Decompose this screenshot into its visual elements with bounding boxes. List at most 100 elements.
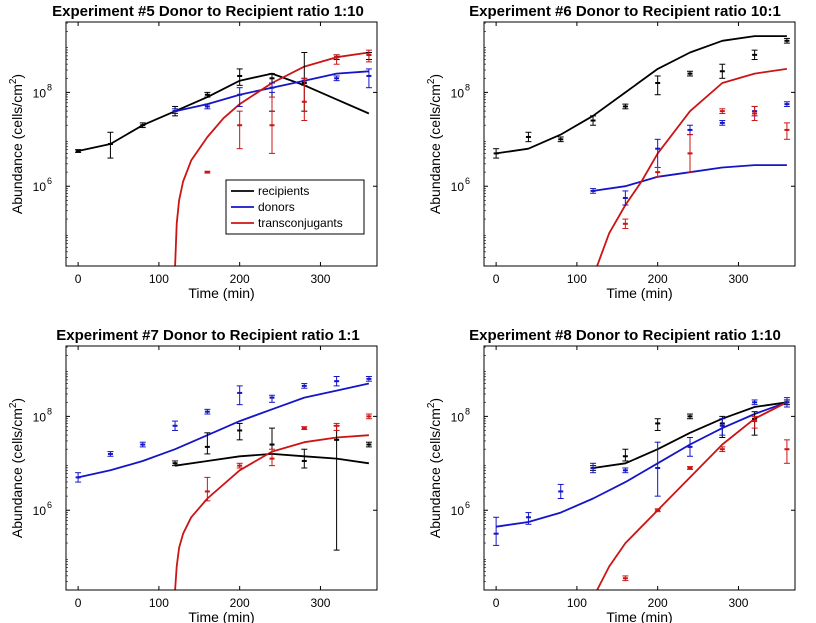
data-point-donors (333, 376, 340, 387)
data-point-donors (590, 188, 597, 194)
x-tick-label: 200 (648, 272, 668, 286)
data-point-transconjugants (783, 122, 790, 140)
x-tick-label: 100 (567, 596, 587, 610)
data-point-donors (622, 467, 629, 474)
y-axis-label-text: Abundance (cells/cm (427, 408, 443, 538)
series-line-recipients (77, 72, 370, 152)
data-point-donors (557, 483, 564, 499)
axes-frame (65, 345, 378, 591)
data-point-transconjugants (236, 462, 243, 469)
data-point-recipients (557, 136, 564, 143)
x-tick-label: 0 (75, 596, 82, 610)
x-tick-label: 300 (310, 596, 330, 610)
data-point-donors (622, 190, 629, 206)
y-tick-exponent: 8 (465, 82, 470, 92)
data-point-recipients (654, 418, 661, 431)
y-tick-exponent: 6 (47, 500, 52, 510)
y-axis-label: Abundance (cells/cm2) (8, 74, 25, 214)
chart-title: Experiment #7 Donor to Recipient ratio 1… (56, 327, 359, 344)
y-axis-label-text: Abundance (cells/cm (9, 84, 25, 214)
y-tick-base: 10 (33, 410, 47, 424)
data-point-transconjugants (654, 508, 661, 513)
x-tick-label: 200 (230, 596, 250, 610)
x-tick-label: 200 (648, 596, 668, 610)
series-line-donors (495, 401, 788, 528)
y-tick-exponent: 6 (465, 176, 470, 186)
data-point-transconjugants (333, 54, 340, 65)
y-tick-exponent: 8 (47, 82, 52, 92)
y-axis-label-end: ) (427, 74, 443, 79)
legend-label-transconjugants: transconjugants (258, 216, 343, 230)
data-point-donors (301, 383, 308, 389)
series-line-recipients (495, 35, 787, 155)
data-point-transconjugants (719, 108, 726, 114)
x-tick-label: 0 (75, 272, 82, 286)
y-tick-label: 10 6 (33, 500, 52, 518)
axes-frame (483, 21, 796, 267)
data-point-donors (268, 394, 275, 403)
chart-panel-4: Experiment #8 Donor to Recipient ratio 1… (426, 327, 796, 623)
data-point-recipients (236, 68, 243, 86)
data-point-donors (719, 418, 726, 436)
legend-label-recipients: recipients (258, 184, 309, 198)
series-line-transconjugants (596, 401, 788, 590)
data-point-donors (686, 437, 693, 457)
data-point-recipients (236, 422, 243, 441)
data-point-donors (590, 462, 597, 474)
data-point-transconjugants (751, 415, 758, 429)
data-point-transconjugants (654, 166, 661, 178)
y-axis-label-end: ) (9, 74, 25, 79)
data-point-transconjugants (204, 170, 211, 174)
x-tick-label: 300 (728, 596, 748, 610)
x-tick-label: 0 (493, 596, 500, 610)
data-point-donors (525, 512, 532, 525)
data-point-recipients (301, 448, 308, 469)
legend: recipients donors transconjugants (225, 179, 365, 235)
y-tick-base: 10 (33, 504, 47, 518)
y-axis-label-sup: 2 (8, 78, 19, 84)
data-point-transconjugants (686, 134, 693, 173)
data-point-transconjugants (751, 105, 758, 122)
series-line-recipients (592, 401, 788, 469)
data-point-donors (204, 408, 211, 415)
data-point-donors (751, 399, 758, 406)
x-tick-label: 300 (310, 272, 330, 286)
data-point-transconjugants (686, 466, 693, 470)
y-tick-exponent: 6 (465, 500, 470, 510)
series-line-donors (77, 382, 370, 479)
data-point-donors (75, 472, 82, 483)
y-tick-base: 10 (451, 410, 465, 424)
data-point-donors (204, 103, 211, 110)
y-tick-exponent: 6 (47, 176, 52, 186)
data-point-donors (719, 120, 726, 126)
data-point-donors (172, 420, 179, 431)
data-point-transconjugants (622, 575, 629, 582)
data-point-donors (783, 101, 790, 107)
data-point-recipients (172, 460, 179, 467)
y-tick-base: 10 (451, 504, 465, 518)
y-axis-label: Abundance (cells/cm2) (426, 74, 443, 214)
y-axis-label-end: ) (427, 398, 443, 403)
data-point-transconjugants (783, 439, 790, 464)
data-point-recipients (783, 37, 790, 44)
y-tick-label: 10 6 (451, 500, 470, 518)
chart-title: Experiment #5 Donor to Recipient ratio 1… (52, 3, 364, 20)
data-point-donors (139, 441, 146, 448)
data-point-recipients (333, 425, 340, 551)
x-tick-label: 0 (493, 272, 500, 286)
chart-title: Experiment #8 Donor to Recipient ratio 1… (469, 327, 781, 344)
data-point-transconjugants (301, 77, 308, 122)
data-point-recipients (107, 131, 114, 159)
data-point-recipients (654, 75, 661, 96)
data-point-transconjugants (365, 413, 372, 420)
data-point-donors (107, 451, 114, 457)
data-point-recipients (751, 49, 758, 61)
data-point-recipients (493, 148, 500, 159)
data-point-recipients (622, 448, 629, 462)
data-point-transconjugants (236, 110, 243, 150)
data-point-donors (493, 516, 500, 546)
data-point-donors (333, 75, 340, 82)
y-tick-base: 10 (33, 180, 47, 194)
x-axis-label: Time (min) (606, 609, 672, 623)
